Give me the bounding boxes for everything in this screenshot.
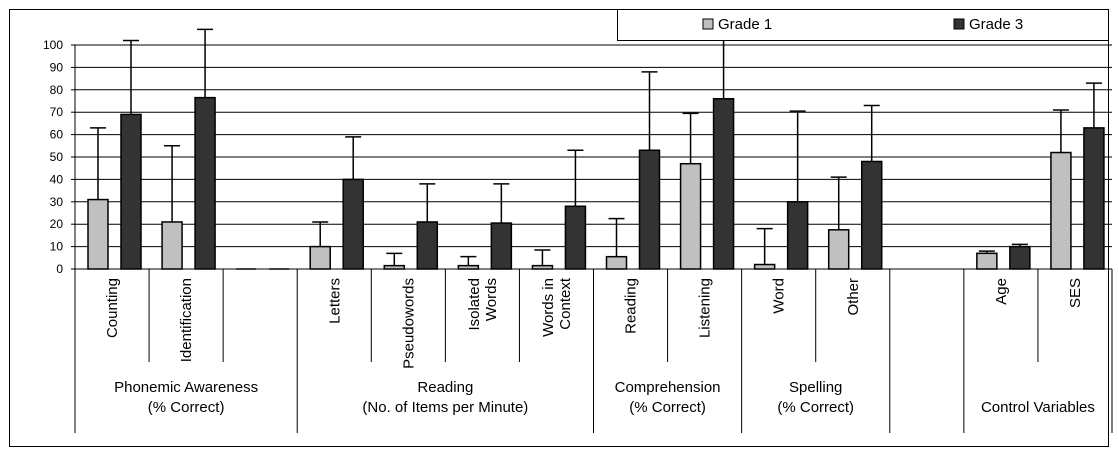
bar-grade-1 xyxy=(457,264,480,270)
bar-grade-1 xyxy=(161,221,183,270)
group-label: Comprehension (% Correct) xyxy=(615,379,721,416)
legend-swatch-grade-1 xyxy=(702,18,714,30)
bar-grade-3 xyxy=(416,221,439,270)
bar-grade-1 xyxy=(531,264,554,270)
y-tick-label: 20 xyxy=(50,217,64,231)
y-tick-label: 40 xyxy=(50,172,64,186)
bar-grade-1 xyxy=(976,252,998,270)
legend-label-grade-1: Grade 1 xyxy=(718,16,772,33)
bar-grade-3 xyxy=(564,205,587,270)
bar-grade-1 xyxy=(753,263,776,270)
category-label: Identification xyxy=(178,278,195,362)
bar-grade-1 xyxy=(87,198,109,270)
bar-grade-1 xyxy=(605,255,628,270)
bar-grade-3 xyxy=(120,113,142,270)
y-tick-label: 60 xyxy=(50,128,64,142)
bar-grade-3 xyxy=(1083,127,1105,270)
group-label: Reading (No. of Items per Minute) xyxy=(362,379,528,416)
category-label: Word xyxy=(771,278,788,314)
category-label: Words inContext xyxy=(540,277,574,337)
category-label: Pseudowords xyxy=(400,278,417,369)
legend-box xyxy=(617,9,1109,41)
y-tick-label: 100 xyxy=(43,38,63,52)
chart-frame xyxy=(9,9,1109,447)
bar-grade-1 xyxy=(309,245,331,270)
bar-grade-1 xyxy=(1050,151,1072,270)
y-tick-label: 10 xyxy=(50,240,64,254)
bar-grade-3 xyxy=(1009,245,1031,270)
y-tick-label: 90 xyxy=(50,60,64,74)
bar-grade-3 xyxy=(712,98,735,270)
y-tick-label: 80 xyxy=(50,83,64,97)
category-label: SES xyxy=(1067,278,1084,308)
y-tick-label: 50 xyxy=(50,150,64,164)
bar-grade-1 xyxy=(383,264,406,270)
category-label: IsolatedWords xyxy=(466,278,500,331)
legend-swatch-grade-3 xyxy=(953,18,965,30)
y-tick-label: 70 xyxy=(50,105,64,119)
category-label: Listening xyxy=(697,278,714,338)
bar-grade-3 xyxy=(490,222,513,270)
category-label: Counting xyxy=(104,278,121,338)
bar-grade-1 xyxy=(679,162,702,270)
category-label: Other xyxy=(845,278,862,316)
category-label: Letters xyxy=(326,278,343,324)
y-tick-label: 30 xyxy=(50,195,64,209)
group-label: Spelling (% Correct) xyxy=(777,379,854,416)
bar-grade-3 xyxy=(342,178,364,270)
group-label: Control Variables xyxy=(981,399,1095,416)
category-label: Age xyxy=(993,278,1010,305)
bar-grade-1 xyxy=(827,229,850,270)
legend-label-grade-3: Grade 3 xyxy=(969,16,1023,33)
category-label: Reading xyxy=(623,278,640,334)
bar-grade-3 xyxy=(194,96,216,270)
y-tick-label: 0 xyxy=(56,262,63,276)
bar-grade-3 xyxy=(638,149,661,270)
group-label: Phonemic Awareness (% Correct) xyxy=(114,379,258,416)
bar-grade-3 xyxy=(786,201,809,270)
bar-grade-3 xyxy=(860,160,883,270)
